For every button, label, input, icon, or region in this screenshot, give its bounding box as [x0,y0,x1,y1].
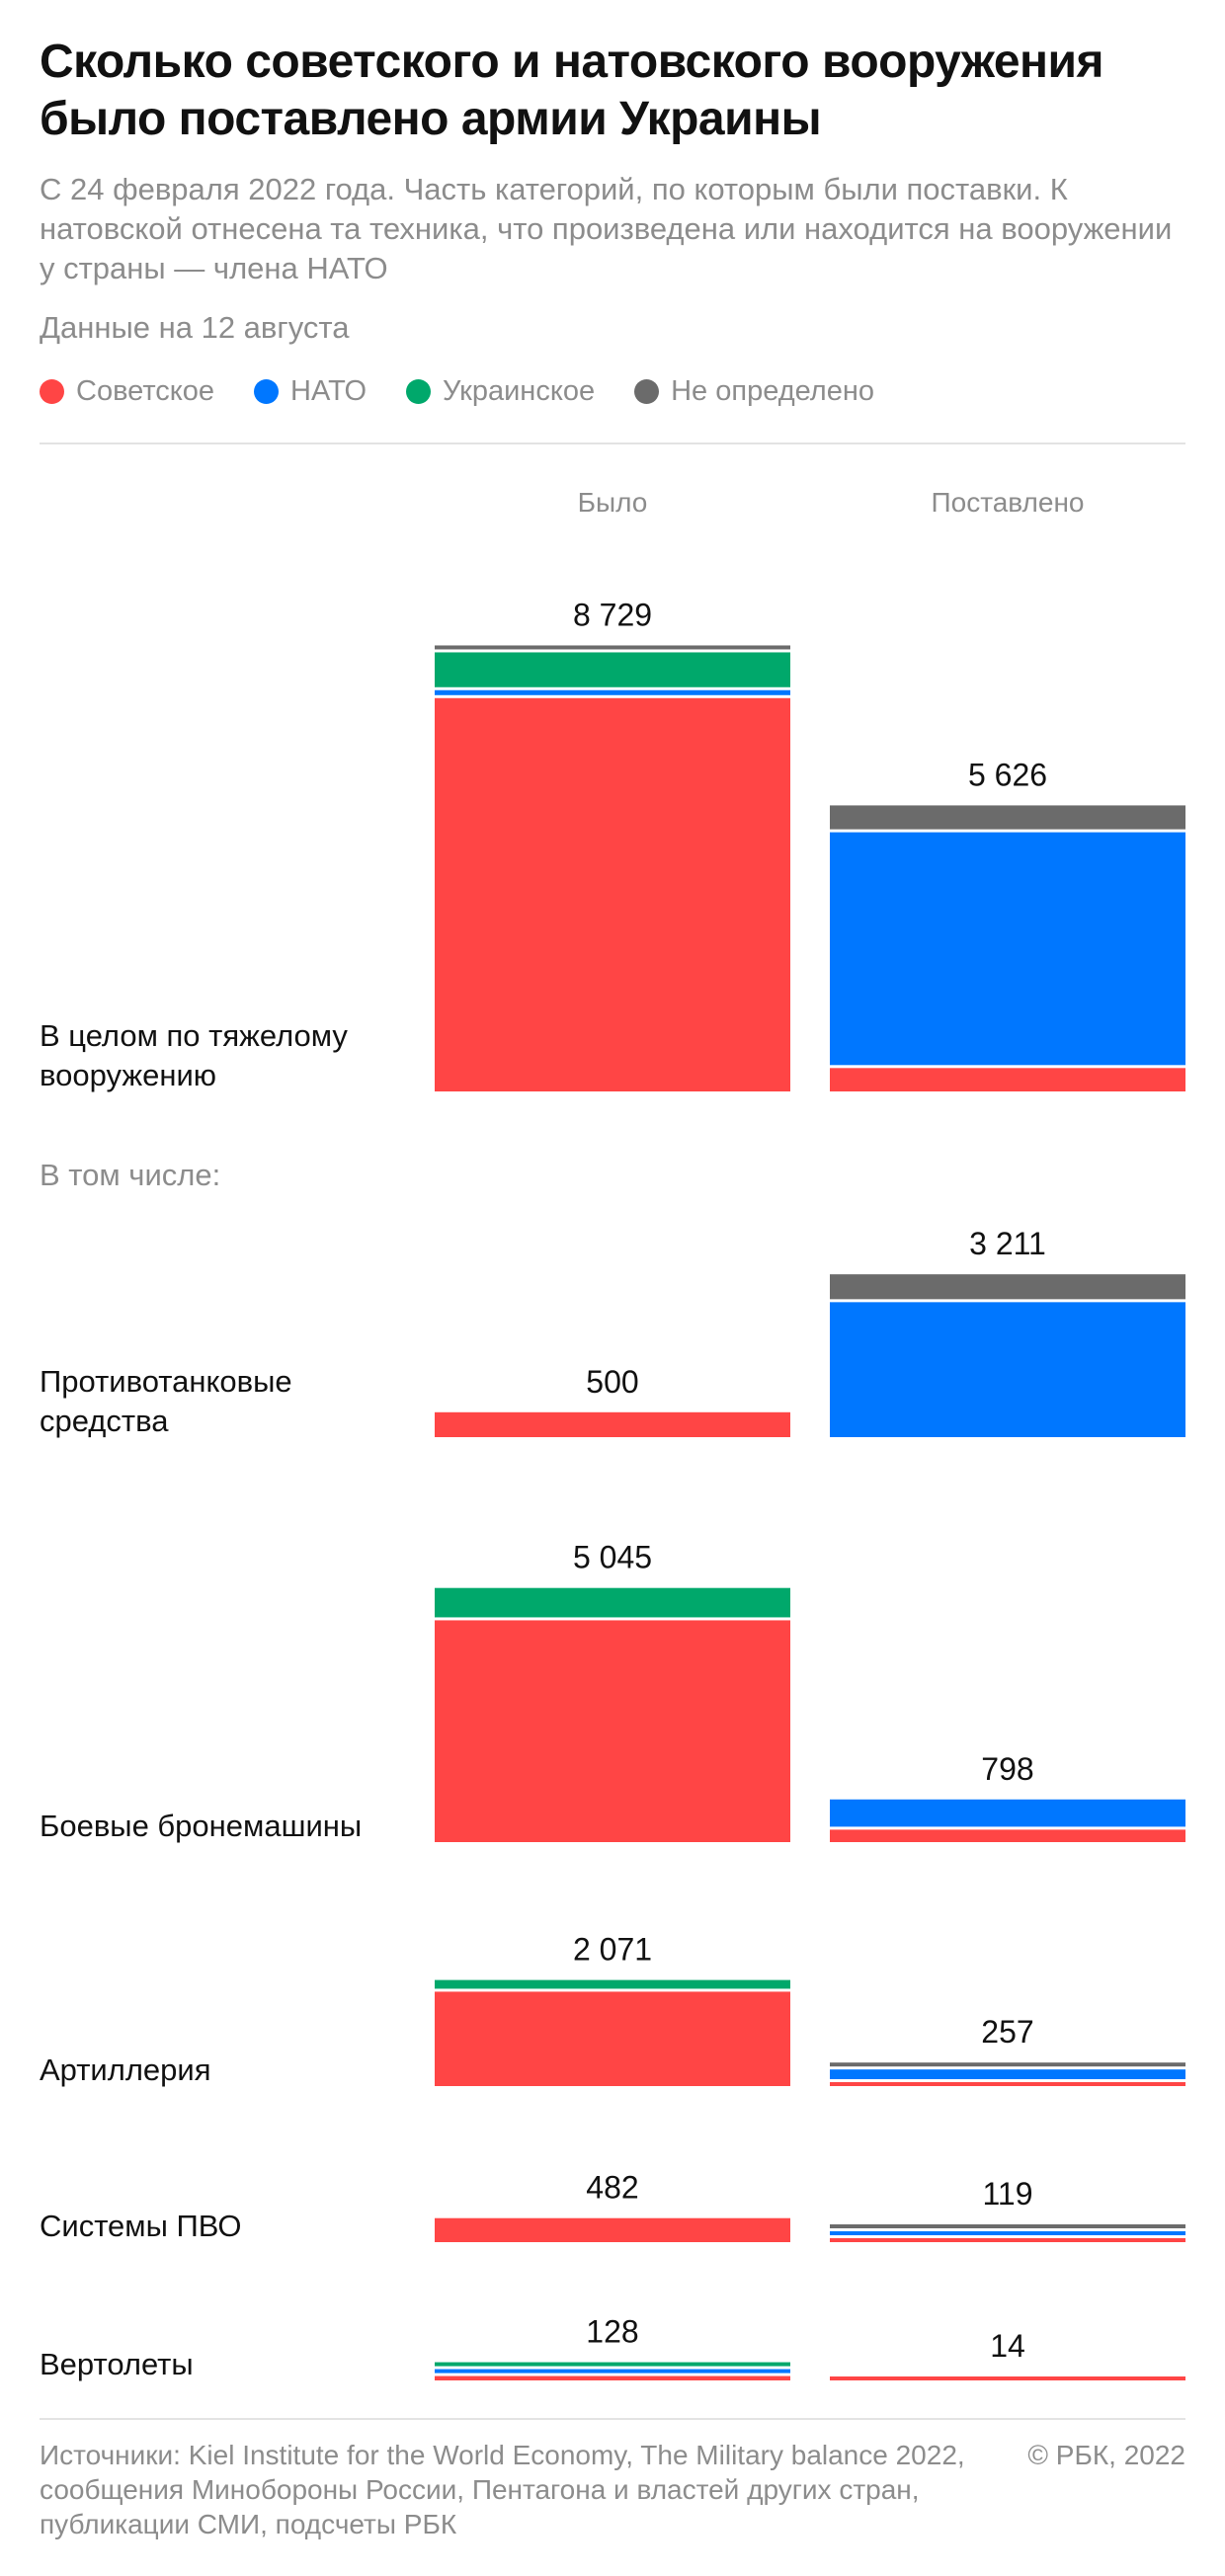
header-divider [40,443,1185,444]
bar-segment-0-bylo-Советское [435,697,790,1091]
category-label-3-line-0: Артиллерия [40,2053,211,2087]
bar-segment-0-postavleno-Не определено [830,805,1185,830]
bar-segment-0-bylo-Украинское [435,652,790,687]
bar-segment-5-postavleno-Советское [830,2376,1185,2380]
column-header-bylo: Было [578,487,648,518]
bar-segment-4-postavleno-Не определено [830,2224,1185,2228]
category-label-2-line-0: Боевые бронемашины [40,1809,362,1843]
category-label-5-line-0: Вертолеты [40,2347,194,2381]
bar-segment-5-bylo-Украинское [435,2362,790,2367]
legend-item-soviet: Советское [40,375,214,408]
chart-title: Сколько советского и натовского вооружен… [40,36,1104,145]
bar-segment-1-postavleno-Не определено [830,1274,1185,1300]
total-label-1-postavleno: 3 211 [969,1226,1046,1261]
legend-swatch-ukrainian [406,379,432,404]
legend-label-undefined: Не определено [671,375,874,407]
bar-segment-1-bylo-Советское [435,1411,790,1437]
column-header-postavleno: Поставлено [932,487,1085,518]
category-label-0-line-0: В целом по тяжелому [40,1018,348,1053]
bar-segment-2-bylo-Советское [435,1620,790,1842]
total-label-0-bylo: 8 729 [573,597,652,632]
bar-segment-4-postavleno-НАТО [830,2231,1185,2235]
total-label-2-bylo: 5 045 [573,1540,652,1575]
data-date: Данные на 12 августа [40,310,350,345]
bar-segment-3-bylo-Советское [435,1991,790,2086]
category-label-1-line-0: Противотанковые [40,1364,292,1399]
legend-item-ukrainian: Украинское [406,375,595,408]
bar-segment-3-postavleno-Не определено [830,2062,1185,2067]
legend-label-nato: НАТО [290,375,368,407]
legend-label-ukrainian: Украинское [443,375,596,407]
bar-segment-2-bylo-Украинское [435,1587,790,1618]
bar-segment-3-postavleno-Советское [830,2082,1185,2086]
total-label-4-postavleno: 119 [982,2176,1032,2212]
bar-segment-0-bylo-НАТО [435,689,790,695]
category-label-4-line-0: Системы ПВО [40,2209,242,2243]
total-label-4-bylo: 482 [586,2170,638,2206]
bar-segment-1-postavleno-НАТО [830,1302,1185,1437]
bar-segment-5-bylo-НАТО [435,2369,790,2374]
total-label-5-postavleno: 14 [990,2328,1025,2364]
total-label-2-postavleno: 798 [981,1751,1033,1787]
legend-label-soviet: Советское [76,375,215,407]
legend-item-undefined: Не определено [634,375,874,408]
category-label-1-line-1: средства [40,1404,169,1438]
total-label-1-bylo: 500 [586,1364,638,1400]
bar-segment-0-bylo-Не определено [435,645,790,650]
bar-segment-4-postavleno-Советское [830,2238,1185,2242]
footer-divider [40,2418,1185,2420]
bar-segment-3-bylo-Украинское [435,1979,790,1989]
bar-segment-0-postavleno-НАТО [830,832,1185,1066]
stacked-bar-chart: Было Поставлено 8 729 5 626 В целом по тяжел… [40,487,1185,2381]
legend-swatch-nato [254,379,280,404]
legend-swatch-soviet [40,379,64,404]
chart-subtitle: С 24 февраля 2022 года. Часть категорий,… [40,172,1173,285]
bar-segment-4-bylo-Советское [435,2217,790,2242]
total-label-3-postavleno: 257 [981,2014,1033,2050]
copyright: © РБК, 2022 [1027,2440,1185,2470]
category-label-0-line-1: вооружению [40,1058,216,1092]
bar-segment-2-postavleno-НАТО [830,1799,1185,1827]
chart-area: Было Поставлено 8 729 5 626 В целом по тяжел… [40,487,1185,2381]
sources-note: Источники: Kiel Institute for the World … [40,2440,965,2539]
legend-item-nato: НАТО [254,375,367,408]
total-label-3-bylo: 2 071 [573,1932,652,1968]
bar-segment-3-postavleno-НАТО [830,2069,1185,2079]
bar-segment-2-postavleno-Советское [830,1829,1185,1842]
total-label-0-postavleno: 5 626 [968,757,1047,792]
note-including: В том числе: [40,1158,220,1192]
legend: Советское НАТО Украинское Не определено [40,375,874,408]
bar-segment-0-postavleno-Советское [830,1068,1185,1091]
bar-segment-5-bylo-Советское [435,2375,790,2380]
total-label-5-bylo: 128 [586,2314,638,2350]
legend-swatch-undefined [634,379,660,404]
